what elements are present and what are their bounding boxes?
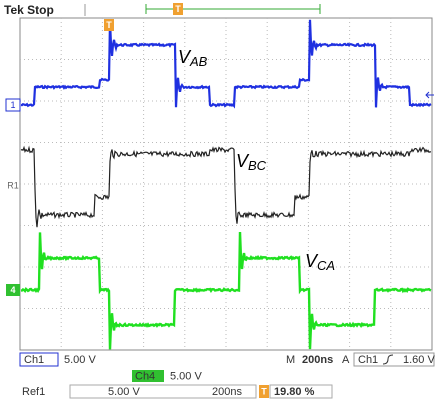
status-text: Ch1	[358, 354, 378, 366]
status-text: Ch1	[24, 354, 44, 366]
status-text: 5.00 V	[170, 370, 202, 382]
label-sub: AB	[189, 54, 208, 69]
status-text: Ref1	[22, 386, 45, 398]
status-text: 5.00 V	[108, 386, 140, 398]
status-text: 200ns	[302, 354, 333, 366]
status-text: M	[286, 354, 295, 366]
status-text: 19.80 %	[274, 386, 315, 398]
label-sub: CA	[317, 258, 335, 273]
trigger-position-label: T	[106, 20, 112, 30]
status-text: 5.00 V	[64, 354, 96, 366]
channel-marker: R1	[7, 180, 19, 190]
status-text: Ch4	[135, 370, 155, 382]
channel-marker: 4	[10, 285, 15, 295]
trigger-flag-label: T	[175, 4, 181, 14]
status-text: T	[261, 386, 267, 396]
channel-marker: 1	[10, 100, 15, 110]
label-sub: BC	[248, 158, 267, 173]
status-text: 1.60 V	[403, 354, 435, 366]
status: Tek Stop	[4, 3, 54, 17]
status-text: 200ns	[212, 386, 242, 398]
status-text: A	[342, 354, 350, 366]
oscilloscope-screen: Tek Stop T T VAB VBC VCA 1 R1 4 Ch1 5.00…	[0, 0, 438, 400]
